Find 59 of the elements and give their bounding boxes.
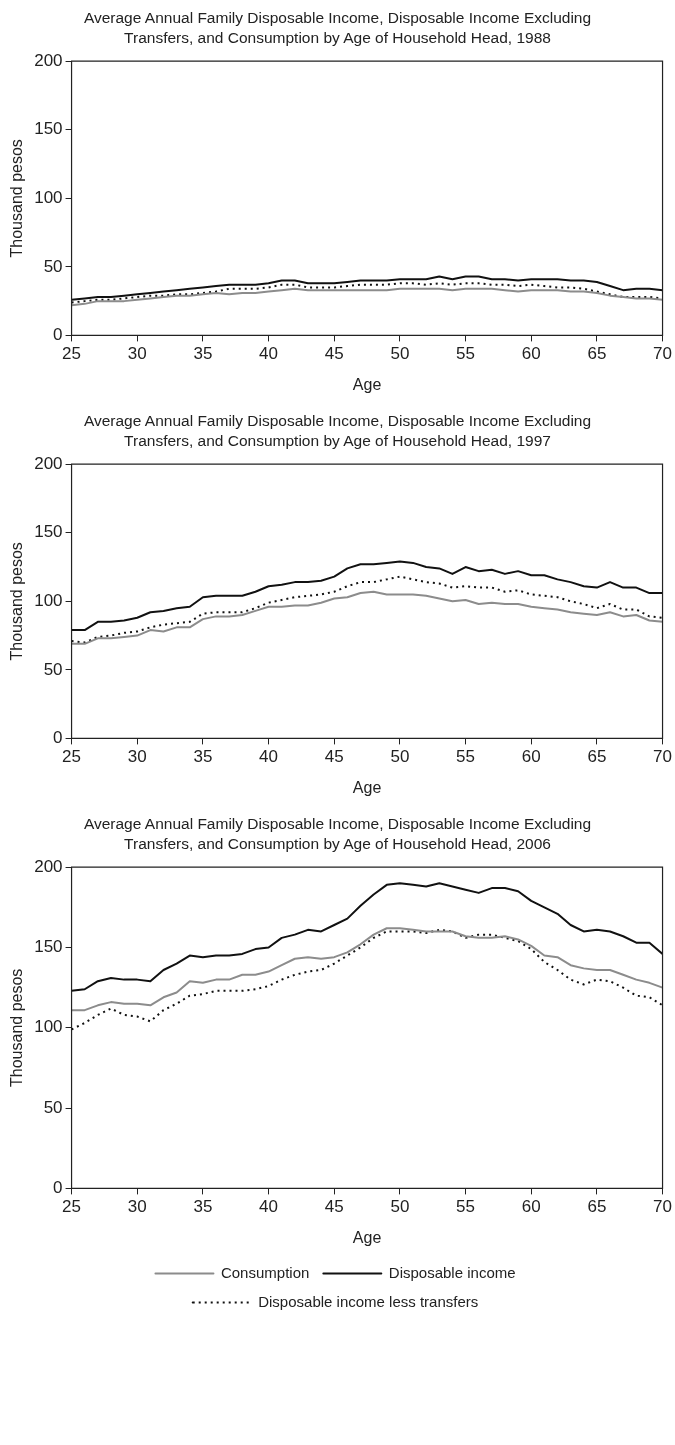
x-tick-label: 45 — [324, 344, 344, 364]
y-tick-label: 100 — [34, 590, 63, 610]
y-axis-title: Thousand pesos — [8, 139, 26, 258]
x-tick-label: 25 — [62, 344, 82, 364]
x-tick-label: 55 — [456, 1197, 476, 1217]
x-tick-label: 45 — [324, 1197, 344, 1217]
x-axis-title: Age — [352, 778, 382, 796]
y-tick-label: 0 — [53, 1178, 63, 1198]
y-tick-label: 50 — [43, 659, 63, 679]
x-tick-label: 65 — [587, 747, 607, 767]
x-tick-label: 70 — [653, 1197, 673, 1217]
y-tick-label: 150 — [34, 522, 63, 542]
x-tick-label: 45 — [324, 747, 344, 767]
x-tick-label: 50 — [390, 344, 410, 364]
chart-title: Average Annual Family Disposable Income, Disposable Income Excluding Transfers, and Consumption by Age of Household Head, 2006 — [82, 814, 593, 854]
y-tick-label: 50 — [43, 256, 63, 276]
x-tick-label: 25 — [62, 747, 82, 767]
x-tick-label: 40 — [259, 344, 279, 364]
y-tick-label: 0 — [53, 325, 63, 345]
x-tick-label: 25 — [62, 1197, 82, 1217]
x-tick-label: 60 — [521, 1197, 541, 1217]
y-tick-label: 200 — [34, 50, 63, 70]
x-tick-label: 35 — [193, 344, 213, 364]
y-tick-label: 0 — [53, 728, 63, 748]
y-tick-label: 150 — [34, 937, 63, 957]
legend-label: Disposable income — [388, 1263, 516, 1281]
y-tick-label: 200 — [34, 856, 63, 876]
x-tick-label: 60 — [521, 747, 541, 767]
y-tick-label: 150 — [34, 119, 63, 139]
x-tick-label: 50 — [390, 747, 410, 767]
line-series — [71, 575, 663, 644]
x-tick-label: 40 — [259, 1197, 279, 1217]
x-tick-label: 35 — [193, 1197, 213, 1217]
x-tick-label: 30 — [127, 1197, 147, 1217]
x-tick-label: 50 — [390, 1197, 410, 1217]
legend-label: Consumption — [220, 1263, 310, 1281]
x-tick-label: 55 — [456, 747, 476, 767]
line-series — [71, 928, 663, 1031]
x-tick-label: 55 — [456, 344, 476, 364]
y-tick-label: 100 — [34, 187, 63, 207]
y-tick-label: 50 — [43, 1097, 63, 1117]
chart-title: Average Annual Family Disposable Income, Disposable Income Excluding Transfers, and Consumption by Age of Household Head, 1988 — [82, 8, 593, 48]
x-tick-label: 40 — [259, 747, 279, 767]
x-axis-title: Age — [352, 375, 382, 393]
x-tick-label: 30 — [127, 747, 147, 767]
x-tick-label: 70 — [653, 747, 673, 767]
y-tick-label: 200 — [34, 453, 63, 473]
y-tick-label: 100 — [34, 1017, 63, 1037]
x-tick-label: 70 — [653, 344, 673, 364]
chart-title: Average Annual Family Disposable Income, Disposable Income Excluding Transfers, and Consumption by Age of Household Head, 1997 — [82, 411, 593, 451]
x-tick-label: 60 — [521, 344, 541, 364]
x-tick-label: 30 — [127, 344, 147, 364]
x-tick-label: 65 — [587, 1197, 607, 1217]
legend-label: Disposable income less transfers — [258, 1292, 479, 1310]
x-axis-title: Age — [352, 1228, 382, 1246]
y-axis-title: Thousand pesos — [8, 968, 26, 1087]
x-tick-label: 65 — [587, 344, 607, 364]
x-tick-label: 35 — [193, 747, 213, 767]
y-axis-title: Thousand pesos — [8, 542, 26, 661]
